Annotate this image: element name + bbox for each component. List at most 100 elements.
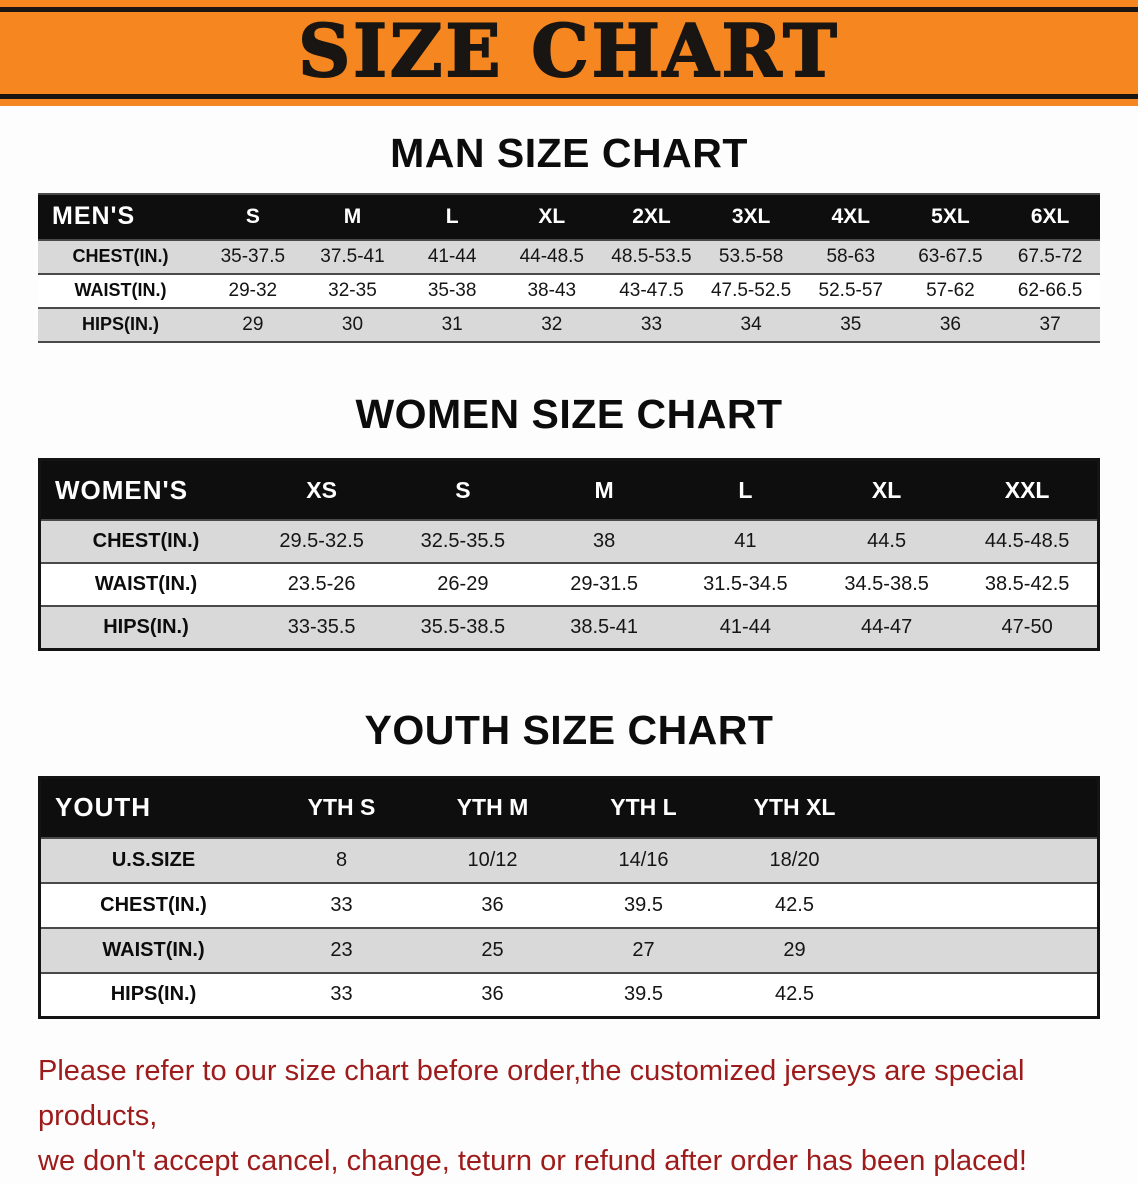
table-cell: 31 [441, 313, 463, 335]
table-cell: 23.5-26 [287, 573, 356, 596]
column-header: XL [816, 459, 958, 521]
column-header: YTH L [568, 777, 719, 838]
row-label: CHEST(IN.) [72, 246, 169, 267]
notice-line-2: we don't accept cancel, change, teturn o… [38, 1145, 1027, 1178]
row-label: U.S.SIZE [111, 848, 196, 871]
table-cell: 8 [335, 848, 348, 871]
column-header: S [392, 459, 534, 521]
column-header: L [674, 459, 816, 521]
table-cell: 29 [783, 938, 806, 961]
header-row: MEN'S S M L XL 2XL 3XL 4XL 5XL 6XL [38, 193, 1100, 240]
column-header: M [533, 459, 675, 521]
column-header: XL [501, 193, 602, 240]
spacer-cell [870, 838, 1099, 883]
banner-frame: SIZE CHART [0, 7, 1138, 99]
table-cell: 26-29 [437, 573, 489, 596]
men-section-heading: MAN SIZE CHART [390, 129, 748, 176]
table-cell: 44.5 [867, 530, 907, 553]
table-cell: 38 [593, 530, 616, 553]
table-row: HIPS(IN.) 33 36 39.5 42.5 [39, 972, 1099, 1018]
table-row: WAIST(IN.) 23.5-26 26-29 29-31.5 31.5-34.5 34… [39, 563, 1099, 607]
table-cell: 35 [840, 313, 862, 335]
youth-size-section: YOUTH SIZE CHART YOUTH YTH S YTH M YTH L YTH… [0, 707, 1138, 1020]
table-row: WAIST(IN.) 29-32 32-35 35-38 38-43 43-47.5 47.… [38, 273, 1100, 308]
table-cell: 38-43 [527, 279, 577, 301]
spacer-cell [870, 883, 1099, 928]
footer-notice: Please refer to our size chart before or… [38, 1049, 1100, 1184]
table-cell: 14/16 [618, 848, 669, 871]
row-label: HIPS(IN.) [81, 314, 159, 335]
header-row: WOMEN'S XS S M L XL XXL [39, 459, 1099, 521]
table-cell: 25 [481, 938, 504, 961]
table-cell: 53.5-58 [718, 245, 784, 267]
table-cell: 43-47.5 [619, 279, 684, 301]
table-cell: 36 [939, 313, 961, 335]
notice-line-1: Please refer to our size chart before or… [38, 1055, 1025, 1133]
table-corner-label: WOMEN'S [39, 459, 251, 521]
column-header: 4XL [800, 193, 901, 240]
column-header: YTH M [417, 777, 568, 838]
column-header: S [203, 193, 303, 240]
row-label: WAIST(IN.) [94, 573, 198, 596]
table-cell: 39.5 [624, 983, 663, 1006]
banner: SIZE CHART [0, 0, 1138, 106]
spacer-cell [870, 973, 1099, 1018]
table-row: U.S.SIZE 8 10/12 14/16 18/20 [39, 837, 1099, 883]
table-cell: 30 [341, 313, 364, 335]
table-row: HIPS(IN.) 29 30 31 32 33 34 35 36 37 [38, 307, 1100, 342]
table-cell: 52.5-57 [818, 279, 883, 301]
table-cell: 33 [330, 983, 353, 1006]
table-cell: 47.5-52.5 [710, 279, 792, 301]
size-table: WOMEN'S XS S M L XL XXL CHEST(IN.) 29.5-32.5 32.5… [38, 458, 1100, 651]
youth-size-table: YOUTH YTH S YTH M YTH L YTH XL U.S.SIZE 8 10/12… [38, 775, 1100, 1020]
men-size-table: MEN'S S M L XL 2XL 3XL 4XL 5XL 6XL CHEST(IN.) 35-37… [38, 192, 1100, 343]
youth-section-heading: YOUTH SIZE CHART [364, 706, 774, 753]
table-cell: 37.5-41 [320, 245, 385, 267]
row-label: WAIST(IN.) [102, 938, 205, 961]
page-title: SIZE CHART [297, 8, 840, 93]
women-size-table: WOMEN'S XS S M L XL XXL CHEST(IN.) 29.5-32.5 32.5… [38, 458, 1100, 651]
table-cell: 38.5-41 [570, 615, 639, 638]
table-cell: 34.5-38.5 [844, 573, 929, 596]
spacer-cell [870, 928, 1099, 973]
table-cell: 41 [734, 530, 757, 553]
column-header: XXL [957, 459, 1099, 521]
table-row: HIPS(IN.) 33-35.5 35.5-38.5 38.5-41 41-44 44-… [39, 606, 1099, 650]
table-cell: 63-67.5 [918, 245, 983, 267]
table-cell: 41-44 [427, 245, 477, 267]
table-row: WAIST(IN.) 23 25 27 29 [39, 927, 1099, 973]
table-cell: 32 [541, 313, 563, 335]
size-table: YOUTH YTH S YTH M YTH L YTH XL U.S.SIZE 8 10/12… [38, 775, 1100, 1020]
table-cell: 39.5 [624, 893, 663, 916]
spacer-cell [870, 777, 1099, 838]
column-header: YTH XL [719, 777, 870, 838]
table-cell: 34 [740, 313, 762, 335]
row-label: WAIST(IN.) [74, 280, 167, 301]
table-cell: 10/12 [467, 848, 518, 871]
row-label: HIPS(IN.) [103, 615, 189, 638]
table-cell: 57-62 [926, 279, 975, 301]
table-cell: 33 [330, 893, 353, 916]
table-cell: 29-32 [228, 279, 278, 301]
column-header: 3XL [701, 193, 801, 240]
table-cell: 41-44 [719, 615, 771, 638]
table-cell: 58-63 [826, 245, 876, 267]
table-row: CHEST(IN.) 35-37.5 37.5-41 41-44 44-48.5 48.5… [38, 239, 1100, 274]
table-corner-label: MEN'S [38, 193, 203, 240]
table-cell: 33 [640, 313, 663, 335]
table-cell: 44.5-48.5 [984, 530, 1070, 553]
table-cell: 35-37.5 [220, 245, 286, 267]
header-row: YOUTH YTH S YTH M YTH L YTH XL [39, 777, 1099, 838]
table-cell: 29-31.5 [570, 573, 639, 596]
table-cell: 36 [481, 893, 504, 916]
table-cell: 44-48.5 [519, 245, 585, 267]
column-header: L [402, 193, 502, 240]
column-header: 5XL [900, 193, 1001, 240]
table-cell: 42.5 [775, 983, 814, 1006]
table-cell: 38.5-42.5 [984, 573, 1070, 596]
table-cell: 67.5-72 [1017, 245, 1083, 267]
table-cell: 31.5-34.5 [703, 573, 788, 596]
women-section-heading: WOMEN SIZE CHART [355, 390, 783, 437]
table-cell: 32-35 [328, 279, 377, 301]
